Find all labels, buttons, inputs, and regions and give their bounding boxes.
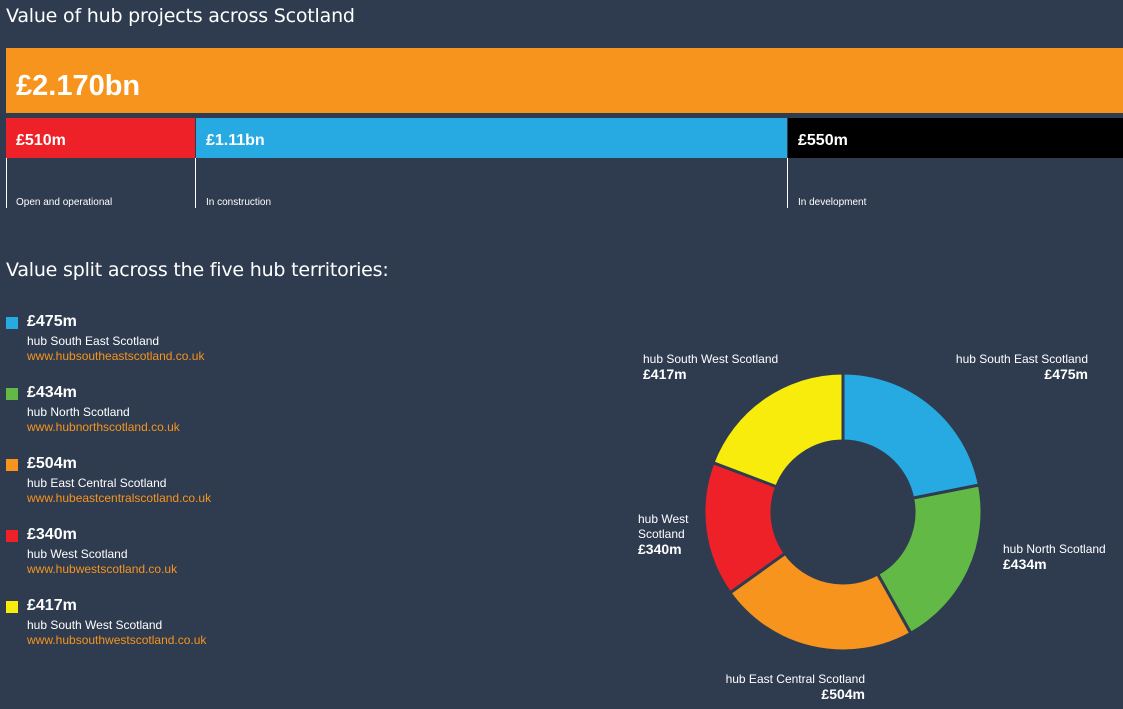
- legend-item: £434m hub North Scotland www.hubnorthsco…: [6, 384, 406, 444]
- legend-name: hub West Scotland: [27, 547, 128, 561]
- donut-slice-2: [727, 551, 913, 653]
- legend-value: £340m: [27, 526, 77, 543]
- total-value-bar: £2.170bn: [6, 48, 1123, 113]
- legend-name: hub South East Scotland: [27, 334, 160, 348]
- pie-label-east-central: hub East Central Scotland £504m: [700, 672, 865, 702]
- legend-swatch: [6, 530, 18, 542]
- pie-label-value: £417m: [643, 366, 687, 382]
- legend-item: £340m hub West Scotland www.hubwestscotl…: [6, 526, 406, 586]
- legend-link[interactable]: www.hubnorthscotland.co.uk: [27, 420, 180, 434]
- legend-value: £417m: [27, 597, 77, 614]
- legend-swatch: [6, 388, 18, 400]
- pie-label-name: hub West Scotland: [638, 512, 689, 541]
- segment-label: Open and operational: [16, 197, 113, 208]
- pie-label-value: £504m: [821, 686, 865, 702]
- donut-slice-0: [841, 371, 982, 500]
- legend-item: £417m hub South West Scotland www.hubsou…: [6, 597, 406, 657]
- legend-link[interactable]: www.hubsoutheastscotland.co.uk: [27, 349, 205, 363]
- legend-link[interactable]: www.hubwestscotland.co.uk: [27, 562, 178, 576]
- pie-label-south-west: hub South West Scotland £417m: [643, 352, 778, 382]
- legend-name: hub South West Scotland: [27, 618, 163, 632]
- pie-label-name: hub South East Scotland: [955, 352, 1088, 366]
- legend-value: £475m: [27, 313, 77, 330]
- donut-slice-3: [702, 460, 788, 595]
- legend-link[interactable]: www.hubsouthwestscotland.co.uk: [27, 633, 207, 647]
- legend-item: £504m hub East Central Scotland www.hube…: [6, 455, 406, 515]
- legend-link[interactable]: www.hubeastcentralscotland.co.uk: [27, 491, 212, 505]
- legend-name: hub North Scotland: [27, 405, 130, 419]
- legend-value: £504m: [27, 455, 77, 472]
- pie-label-south-east: hub South East Scotland £475m: [920, 352, 1088, 382]
- segment-divider: [6, 158, 7, 208]
- segment-value: £550m: [798, 132, 848, 149]
- segment-divider: [787, 158, 788, 208]
- segment-in-development: £550m: [788, 118, 1123, 158]
- donut-slice-4: [711, 371, 845, 489]
- pie-label-west: hub West Scotland £340m: [638, 512, 708, 557]
- pie-label-value: £434m: [1003, 556, 1047, 572]
- legend-swatch: [6, 459, 18, 471]
- segment-divider: [195, 158, 196, 208]
- segment-open-operational: £510m: [6, 118, 195, 158]
- segment-in-construction: £1.11bn: [196, 118, 787, 158]
- section-subtitle: Value split across the five hub territor…: [6, 259, 389, 281]
- pie-label-value: £340m: [638, 541, 682, 557]
- segment-value: £510m: [16, 132, 66, 149]
- pie-label-name: hub East Central Scotland: [725, 672, 865, 686]
- pie-label-north: hub North Scotland £434m: [1003, 542, 1106, 572]
- legend-swatch: [6, 317, 18, 329]
- legend-swatch: [6, 601, 18, 613]
- page-title: Value of hub projects across Scotland: [6, 5, 355, 27]
- pie-label-value: £475m: [1044, 366, 1088, 382]
- donut-slice-1: [875, 483, 984, 636]
- legend-value: £434m: [27, 384, 77, 401]
- legend-item: £475m hub South East Scotland www.hubsou…: [6, 313, 406, 373]
- total-value: £2.170bn: [16, 70, 141, 102]
- segment-value: £1.11bn: [206, 132, 265, 149]
- pie-label-name: hub North Scotland: [1003, 542, 1106, 556]
- pie-label-name: hub South West Scotland: [643, 352, 779, 366]
- legend-name: hub East Central Scotland: [27, 476, 167, 490]
- segment-label: In construction: [206, 197, 272, 208]
- segment-label: In development: [798, 197, 867, 208]
